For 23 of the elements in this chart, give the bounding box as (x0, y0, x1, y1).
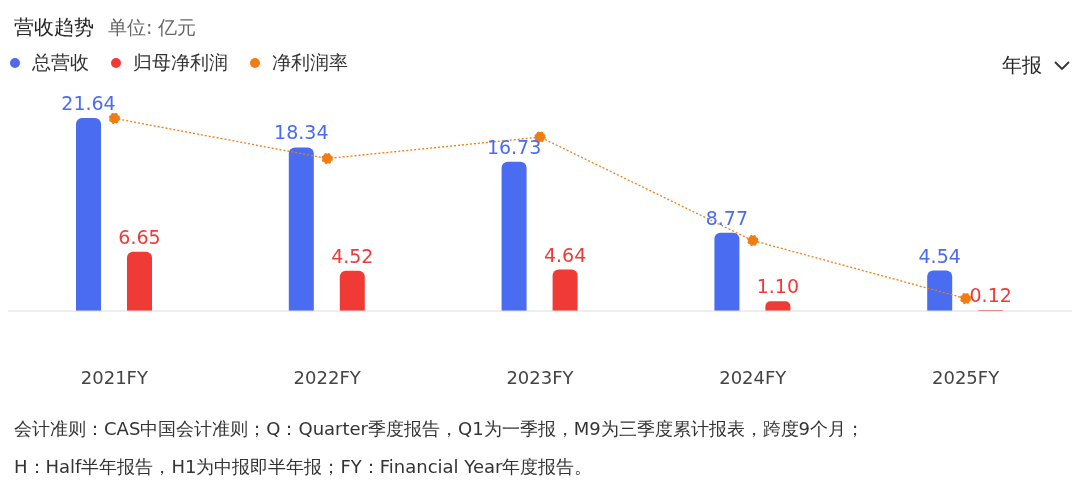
legend-label: 总营收 (31, 50, 89, 75)
legend-label: 净利润率 (271, 50, 348, 75)
data-label: 0.12 (969, 283, 1012, 306)
legend-label: 归母净利润 (132, 50, 228, 75)
data-label: 21.64 (61, 92, 116, 114)
data-label: 6.65 (118, 225, 161, 248)
x-tick-label: 2025FY (932, 366, 1001, 388)
chart-subtitle: 单位: 亿元 (108, 16, 197, 38)
x-tick-label: 2021FY (80, 366, 149, 388)
x-tick-label: 2022FY (293, 366, 362, 388)
x-tick-label: 2024FY (719, 366, 788, 388)
data-label: 4.64 (543, 243, 587, 266)
data-label: 4.52 (331, 244, 374, 267)
data-label: 1.10 (756, 275, 800, 298)
text: H：Half半年报告，H1为中报即半年报；FY：Financial Year年度报告。 (14, 455, 594, 479)
text: 年报 (1002, 52, 1042, 79)
data-label: 8.77 (705, 206, 749, 229)
x-tick-label: 2023FY (506, 366, 575, 388)
text: 会计准则：CAS中国会计准则；Q：Quarter季度报告，Q1为一季报，M9为三季度累计报表，跨度9个月； (14, 417, 865, 441)
data-label: 16.73 (486, 135, 542, 158)
chart-title: 营收趋势 (14, 15, 94, 39)
data-label: 4.54 (918, 244, 961, 267)
data-label: 18.34 (274, 121, 329, 144)
